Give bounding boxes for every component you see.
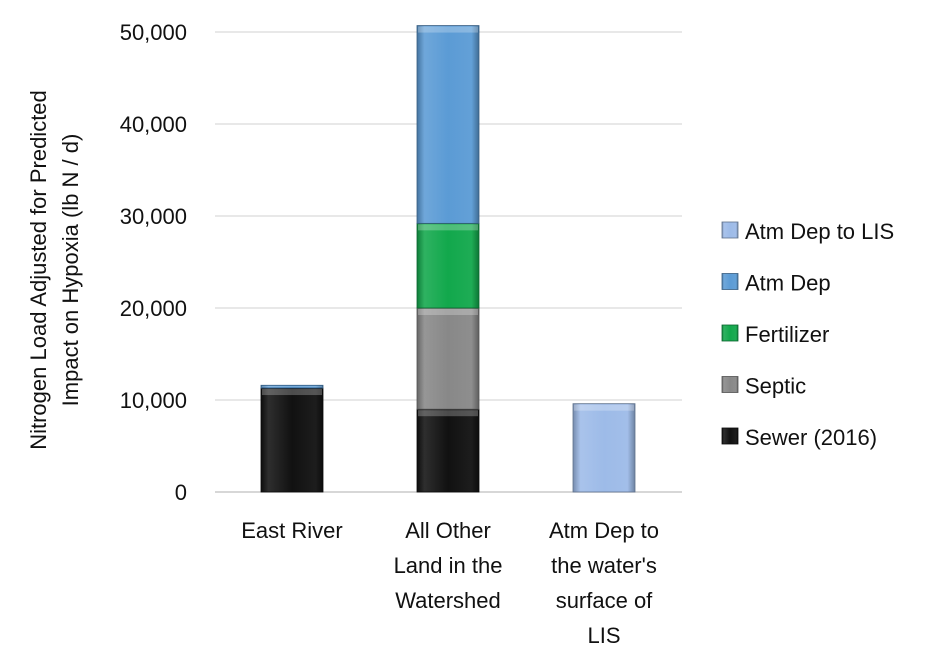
y-tick-label: 40,000 <box>120 112 187 137</box>
y-tick-label: 10,000 <box>120 388 187 413</box>
x-category-label: the water's <box>551 553 657 578</box>
y-axis-title-line: Impact on Hypoxia (lb N / d) <box>58 134 83 407</box>
legend-label-atm-dep: Atm Dep <box>745 271 831 296</box>
bar-highlight <box>418 26 478 33</box>
legend-label-atm-dep-to-lis: Atm Dep to LIS <box>745 219 894 244</box>
bar-sewer-2016-1 <box>260 387 324 493</box>
legend-swatch-atm-dep-to-lis <box>721 221 739 239</box>
legend-swatch-fertilizer <box>721 324 739 342</box>
bars <box>260 25 636 493</box>
x-category-label: LIS <box>587 623 620 648</box>
bar-highlight <box>418 410 478 417</box>
bar-sewer-2016-2 <box>416 408 480 493</box>
bar-septic-2 <box>416 307 480 410</box>
y-tick-label: 30,000 <box>120 204 187 229</box>
x-category-label: Watershed <box>395 588 501 613</box>
x-category-label: Atm Dep to <box>549 518 659 543</box>
bar-fertilizer-2 <box>416 222 480 309</box>
x-category-label: All Other <box>405 518 491 543</box>
legend-label-fertilizer: Fertilizer <box>745 322 829 347</box>
legend-swatch-sewer-2016 <box>721 427 739 445</box>
y-axis-ticks: 0 10,000 20,000 30,000 40,000 50,000 <box>120 20 187 505</box>
bar-highlight <box>418 309 478 315</box>
bar-atm-dep-1 <box>260 384 324 389</box>
bar-highlight <box>574 404 634 411</box>
x-axis-categories: East River All Other Land in the Watershed A… <box>241 518 659 648</box>
y-axis-title-line: Nitrogen Load Adjusted for Predicted <box>26 90 51 450</box>
bar-atm-dep-to-lis-3 <box>572 403 636 493</box>
bar-highlight <box>262 389 322 396</box>
bar-highlight <box>262 386 322 387</box>
legend-swatch-atm-dep <box>721 273 739 290</box>
x-category-label: Land in the <box>394 553 503 578</box>
bar-highlight <box>418 224 478 231</box>
bar-atm-dep-2 <box>416 25 480 224</box>
legend-label-septic: Septic <box>745 374 806 399</box>
legend-label-sewer-2016: Sewer (2016) <box>745 425 877 450</box>
y-axis-title: Nitrogen Load Adjusted for Predicted Impa… <box>26 90 83 450</box>
legend-swatch-septic <box>721 376 739 393</box>
legend: Atm Dep to LIS Atm Dep Fertilizer Septic Sew… <box>721 219 894 450</box>
y-tick-label: 50,000 <box>120 20 187 45</box>
y-tick-label: 20,000 <box>120 296 187 321</box>
x-category-label: surface of <box>556 588 653 613</box>
y-tick-label: 0 <box>175 480 187 505</box>
x-category-label: East River <box>241 518 342 543</box>
